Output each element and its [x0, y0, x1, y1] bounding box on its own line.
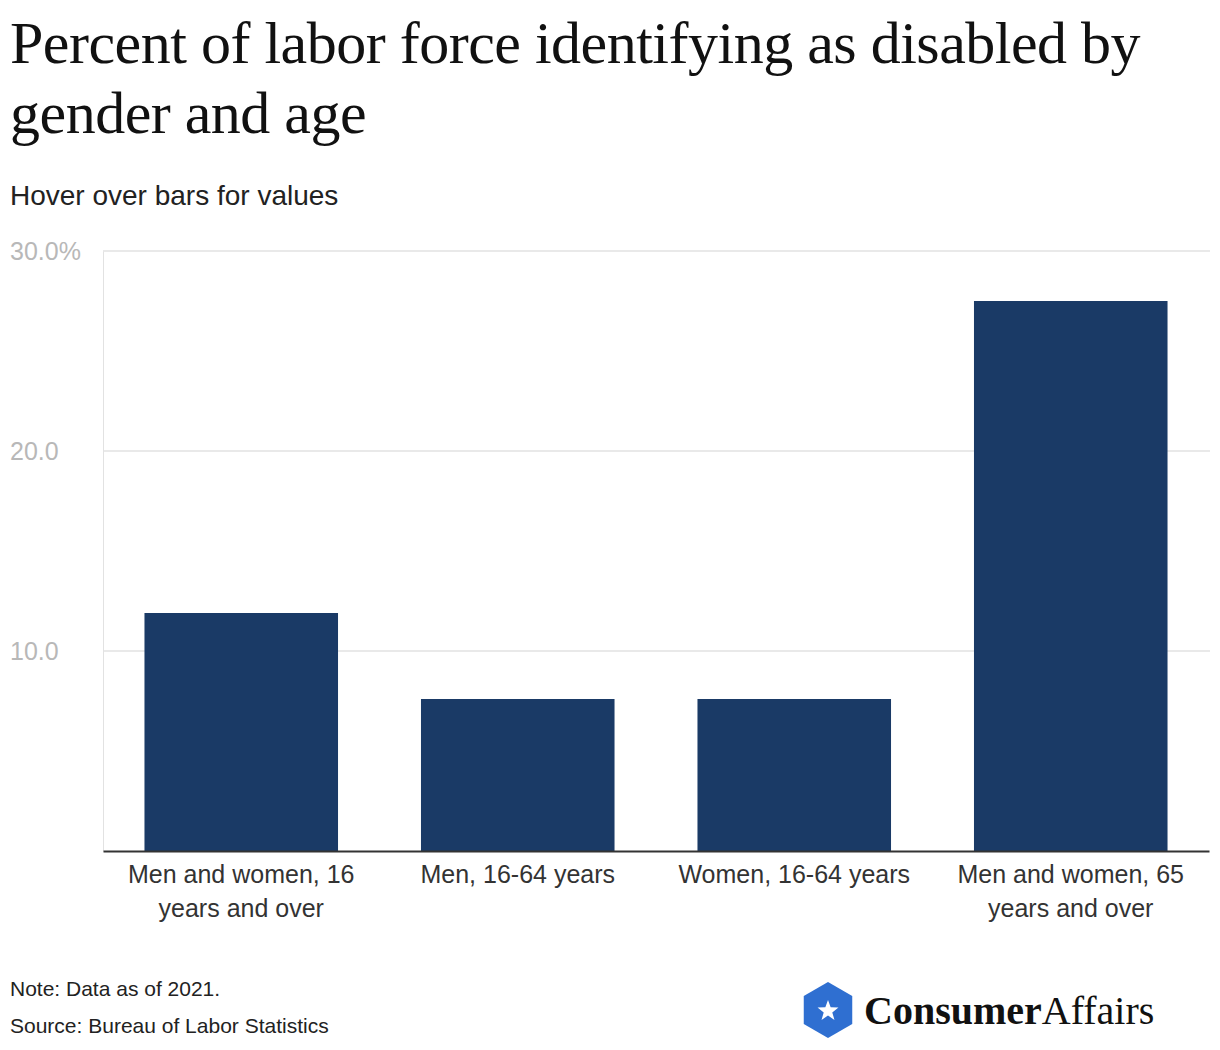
- x-tick-label: Men, 16-64 years: [420, 860, 615, 888]
- source: Source: Bureau of Labor Statistics: [10, 1014, 329, 1037]
- note: Note: Data as of 2021.: [10, 977, 220, 1000]
- logo-star: [818, 1000, 839, 1020]
- bars: [144, 301, 1167, 851]
- logo: ConsumerAffairs: [804, 982, 1155, 1038]
- chart: 10.0 20.0 30.0% Men and women, 16 years and …: [0, 0, 1220, 1050]
- x-tick-label-line: Men and women, 16: [128, 860, 355, 888]
- subtitle: Hover over bars for values: [10, 180, 338, 212]
- y-tick: 20.0: [10, 437, 103, 465]
- x-axis: Men and women, 16 years and over Men, 16-6…: [104, 851, 1210, 922]
- x-tick: Men and women, 16 years and over: [128, 851, 355, 922]
- y-tick-label: 10.0: [10, 637, 59, 665]
- x-tick-label-line: years and over: [988, 894, 1153, 922]
- bar[interactable]: [421, 699, 615, 851]
- logo-bold: Consumer: [864, 988, 1042, 1033]
- x-tick-label: Men and women, 65 years and over: [957, 860, 1184, 922]
- y-axis-line: [103, 252, 104, 852]
- y-tick-label: 30.0%: [10, 237, 81, 265]
- grid-line: [103, 250, 1210, 252]
- x-axis-line: [104, 851, 1210, 853]
- x-tick-label: Women, 16-64 years: [678, 860, 910, 888]
- bar[interactable]: [144, 613, 338, 851]
- y-tick-label: 20.0: [10, 437, 59, 465]
- x-tick-label-line: Women, 16-64 years: [678, 860, 910, 888]
- x-tick-label-line: Men and women, 65: [957, 860, 1184, 888]
- y-axis: 10.0 20.0 30.0%: [10, 237, 104, 852]
- x-tick: Women, 16-64 years: [678, 851, 910, 888]
- title: Percent of labor force identifying as di…: [10, 8, 1210, 148]
- x-tick-label-line: Men, 16-64 years: [420, 860, 615, 888]
- y-tick: 30.0%: [10, 237, 103, 265]
- x-tick: Men and women, 65 years and over: [957, 851, 1184, 922]
- x-tick: Men, 16-64 years: [420, 851, 615, 888]
- x-tick-label: Men and women, 16 years and over: [128, 860, 355, 922]
- bar[interactable]: [974, 301, 1168, 851]
- x-tick-label-line: years and over: [159, 894, 324, 922]
- bar[interactable]: [697, 699, 891, 851]
- logo-text: ConsumerAffairs: [864, 988, 1154, 1033]
- y-tick: 10.0: [10, 637, 103, 665]
- logo-hexagon: [804, 982, 852, 1038]
- logo-regular: Affairs: [1042, 988, 1155, 1033]
